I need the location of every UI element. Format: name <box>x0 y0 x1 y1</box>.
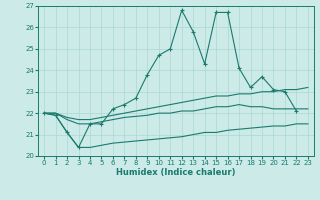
X-axis label: Humidex (Indice chaleur): Humidex (Indice chaleur) <box>116 168 236 177</box>
